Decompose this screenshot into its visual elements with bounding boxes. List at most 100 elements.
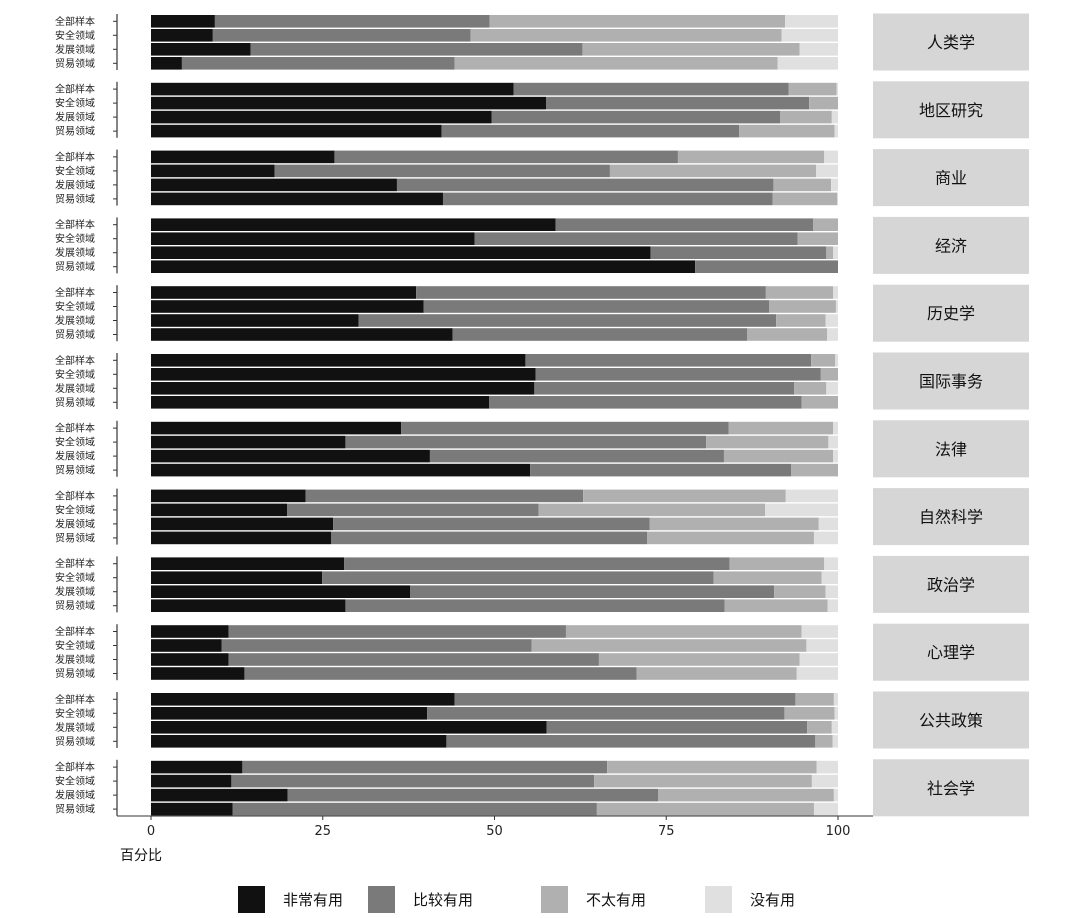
facet-strip [873, 488, 1029, 546]
bar-segment-1 [151, 653, 229, 666]
x-tick-label: 100 [826, 824, 851, 839]
row-label: 安全领域 [55, 571, 95, 584]
legend-label: 没有用 [750, 891, 795, 909]
bar-segment-2 [546, 721, 808, 734]
bar-segment-1 [151, 354, 526, 367]
bar-segment-2 [491, 110, 781, 124]
bar-segment-4 [785, 15, 838, 28]
bar-segment-4 [831, 721, 838, 734]
bar-segment-3 [582, 43, 800, 56]
bar-segment-2 [446, 735, 816, 748]
bar-segment-2 [427, 707, 785, 720]
bar-segment-1 [151, 557, 345, 570]
bar-segment-2 [181, 57, 455, 70]
bar-segment-1 [151, 260, 696, 273]
bar-segment-1 [151, 585, 410, 598]
row-label: 安全领域 [55, 164, 95, 177]
bar-segment-3 [723, 449, 834, 463]
row-label: 贸易领域 [55, 192, 95, 205]
bar-segment-3 [784, 707, 835, 720]
bar-segment-1 [151, 571, 323, 584]
row-label: 贸易领域 [55, 599, 95, 612]
bar-segment-1 [151, 15, 215, 28]
row-label: 贸易领域 [55, 464, 95, 477]
bar-segment-4 [821, 571, 838, 584]
bar-segment-2 [409, 585, 775, 598]
bar-segment-3 [797, 232, 838, 245]
bar-segment-1 [151, 531, 331, 545]
bar-segment-2 [250, 43, 583, 56]
bar-segment-2 [530, 463, 792, 477]
facet-label: 国际事务 [919, 372, 983, 391]
bar-segment-4 [801, 625, 838, 638]
bar-segment-1 [151, 721, 547, 734]
bar-segment-4 [777, 57, 838, 70]
bar-segment-3 [801, 396, 838, 409]
legend-swatch-4 [705, 886, 732, 913]
bar-segment-1 [151, 178, 397, 192]
bar-segment-3 [489, 15, 786, 28]
bar-segment-1 [151, 57, 182, 70]
bar-segment-4 [835, 354, 838, 367]
bar-segment-4 [781, 29, 838, 42]
facet-panels: 全部样本安全领域发展领域贸易领域全部样本安全领域发展领域贸易领域全部样本安全领域… [55, 14, 838, 816]
bar-segment-2 [214, 15, 490, 28]
facet-label: 商业 [935, 169, 967, 188]
row-label: 安全领域 [55, 436, 95, 449]
facet-label: 经济 [935, 236, 967, 255]
bar-segment-1 [151, 396, 490, 409]
row-label: 全部样本 [55, 286, 95, 299]
bar-segment-2 [441, 124, 740, 138]
facet-label: 政治学 [927, 575, 975, 594]
row-label: 发展领域 [55, 721, 95, 734]
bar-segment-3 [826, 246, 834, 259]
bar-segment-4 [833, 286, 838, 299]
legend-swatch-1 [238, 886, 265, 913]
bar-segment-2 [525, 354, 812, 367]
bar-segment-1 [151, 368, 536, 381]
bar-segment-3 [598, 653, 800, 666]
bar-segment-4 [825, 314, 838, 327]
row-label: 安全领域 [55, 300, 95, 313]
bar-segment-2 [334, 150, 678, 164]
bar-segment-4 [833, 693, 838, 706]
x-tick-label: 25 [314, 824, 331, 839]
bar-segment-1 [151, 667, 245, 680]
bar-segment-3 [531, 639, 807, 652]
bar-segment-1 [151, 29, 213, 42]
bar-segment-2 [358, 314, 777, 327]
row-label: 贸易领域 [55, 125, 95, 138]
bar-segment-2 [344, 557, 730, 570]
bar-segment-2 [330, 531, 648, 545]
row-label: 安全领域 [55, 503, 95, 516]
bar-segment-3 [538, 503, 766, 517]
bar-segment-2 [416, 286, 766, 299]
row-label: 安全领域 [55, 29, 95, 42]
bar-segment-1 [151, 489, 306, 503]
bar-segment-1 [151, 599, 346, 612]
row-label: 贸易领域 [55, 396, 95, 409]
row-label: 贸易领域 [55, 531, 95, 544]
bar-segment-3 [776, 314, 826, 327]
bar-segment-1 [151, 421, 402, 435]
bar-segment-4 [796, 667, 838, 680]
bar-segment-4 [799, 653, 838, 666]
bar-segment-1 [151, 192, 443, 206]
bar-segment-2 [695, 260, 838, 273]
row-label: 发展领域 [55, 585, 95, 598]
bar-segment-4 [833, 246, 838, 259]
facet-strip [873, 691, 1029, 749]
row-label: 全部样本 [55, 15, 95, 28]
bar-segment-1 [151, 463, 531, 477]
bar-segment-4 [833, 449, 838, 463]
bar-segment-1 [151, 150, 335, 164]
bar-segment-4 [765, 503, 838, 517]
bar-segment-3 [774, 585, 826, 598]
bar-segment-4 [813, 802, 838, 816]
row-label: 全部样本 [55, 761, 95, 774]
row-label: 发展领域 [55, 382, 95, 395]
